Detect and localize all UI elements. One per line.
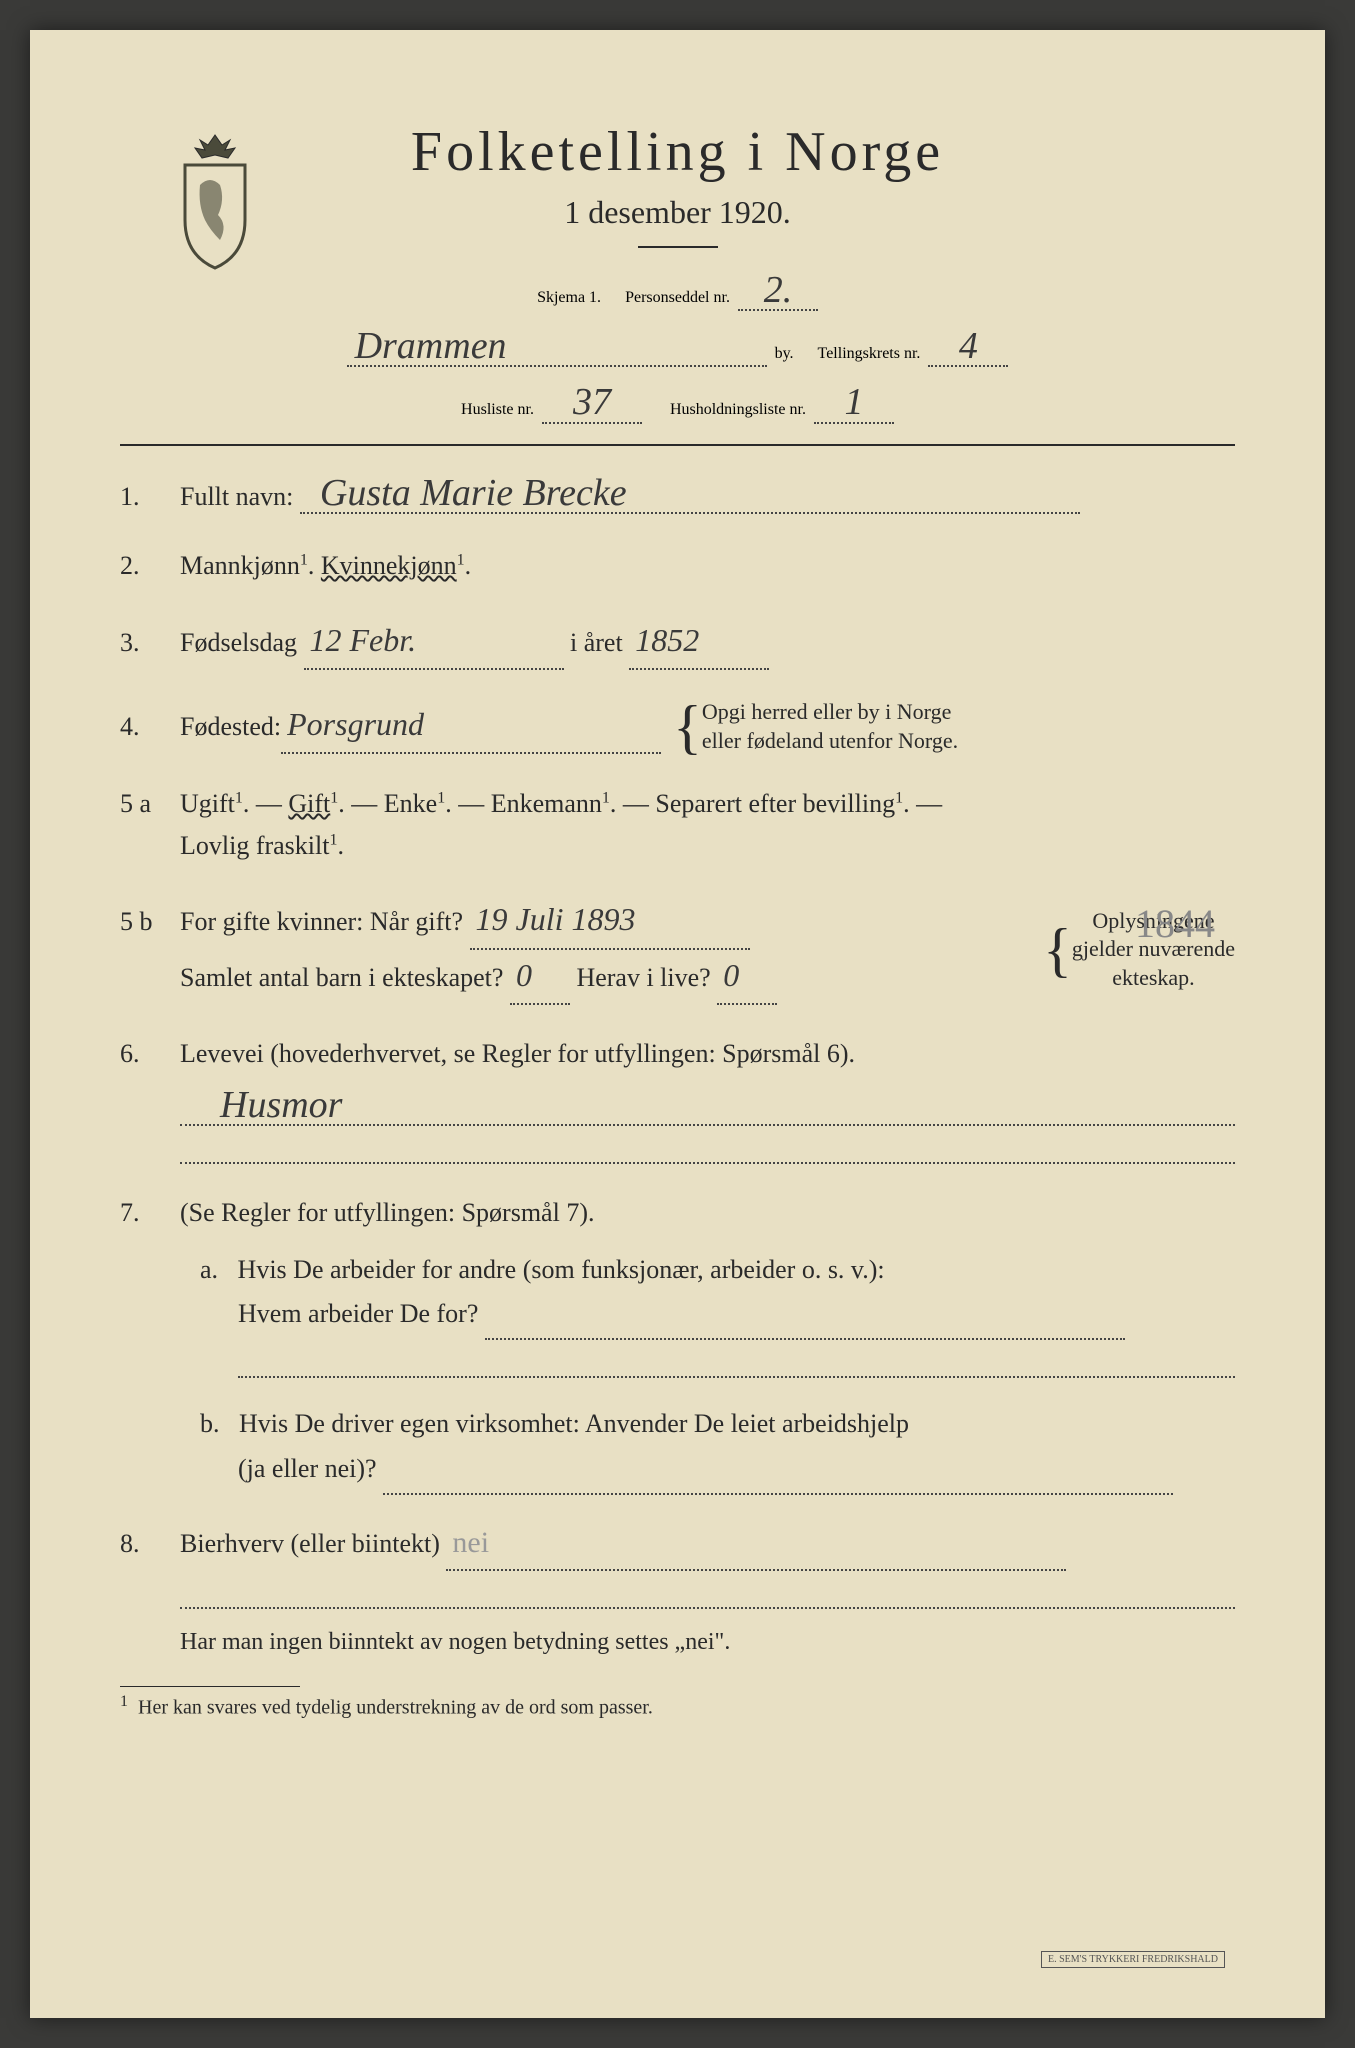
husholdning-label: Husholdningsliste nr.: [670, 401, 806, 419]
q7-label: (Se Regler for utfyllingen: Spørsmål 7).: [180, 1192, 1235, 1234]
q5b-val3: 0: [717, 950, 777, 1005]
by-label: by.: [775, 345, 794, 363]
question-8: 8. Bierhverv (eller biintekt) nei: [120, 1519, 1235, 1609]
q5b-val1: 19 Juli 1893: [470, 894, 750, 949]
q3-label: Fødselsdag: [180, 628, 297, 657]
question-6: 6. Levevei (hovederhvervet, se Regler fo…: [120, 1033, 1235, 1165]
q1-value: Gusta Marie Brecke: [300, 476, 1080, 514]
q7b-blank: [383, 1447, 1173, 1495]
header-rule: [120, 444, 1235, 446]
q5a-separert: Separert efter bevilling: [655, 789, 895, 818]
q7a-text1: Hvis De arbeider for andre (som funksjon…: [238, 1255, 885, 1284]
question-5a: 5 a Ugift1. — Gift1. — Enke1. — Enkemann…: [120, 783, 1235, 866]
q8-value-line: nei: [446, 1519, 1066, 1571]
census-form-page: Folketelling i Norge 1 desember 1920. Sk…: [30, 30, 1325, 2018]
husliste-label: Husliste nr.: [461, 401, 534, 419]
q7a-blank2: [238, 1348, 1235, 1378]
q8-label: Bierhverv (eller biintekt): [180, 1529, 440, 1558]
skjema-label: Skjema 1.: [537, 289, 601, 307]
q5a-num: 5 a: [120, 783, 180, 825]
q7a-label: a.: [200, 1255, 218, 1284]
footnote: 1 Her kan svares ved tydelig understrekn…: [120, 1686, 1235, 1720]
q7b-label: b.: [200, 1409, 220, 1438]
question-5b: 5 b For gifte kvinner: Når gift? 19 Juli…: [120, 894, 1235, 1004]
q7-num: 7.: [120, 1192, 180, 1234]
footnote-text: Her kan svares ved tydelig understreknin…: [138, 1696, 653, 1718]
question-7b: b. Hvis De driver egen virksomhet: Anven…: [200, 1402, 1235, 1494]
q2-kvinne: Kvinnekjønn: [321, 551, 457, 580]
q4-note: Opgi herred eller by i Norge eller fødel…: [702, 698, 958, 755]
meta-line-1: Skjema 1. Personseddel nr. 2.: [120, 273, 1235, 311]
meta-line-2: Drammen by. Tellingskrets nr. 4: [120, 329, 1235, 367]
husholdning-value: 1: [814, 385, 894, 423]
q4-value: Porsgrund: [281, 699, 661, 754]
tellingskrets-label: Tellingskrets nr.: [818, 345, 921, 363]
coat-of-arms-icon: [160, 130, 270, 270]
form-date: 1 desember 1920.: [120, 194, 1235, 231]
printer-mark: E. SEM'S TRYKKERI FREDRIKSHALD: [1041, 1951, 1225, 1968]
by-value: Drammen: [347, 329, 767, 367]
q7a-text2: Hvem arbeider De for?: [238, 1299, 478, 1328]
q3-num: 3.: [120, 622, 180, 664]
question-7: 7. (Se Regler for utfyllingen: Spørsmål …: [120, 1192, 1235, 1234]
q5b-num: 5 b: [120, 901, 180, 943]
q5a-fraskilt: Lovlig fraskilt: [180, 831, 329, 860]
q5a-enkemann: Enkemann: [491, 789, 602, 818]
q7b-text2: (ja eller nei)?: [238, 1454, 377, 1483]
margin-annotation: 1844: [1135, 900, 1215, 947]
q5a-gift: Gift: [288, 789, 330, 818]
brace-icon: {: [1043, 935, 1072, 965]
q8-blank: [180, 1579, 1235, 1609]
q6-num: 6.: [120, 1033, 180, 1075]
tellingskrets-value: 4: [928, 329, 1008, 367]
personseddel-label: Personseddel nr.: [625, 289, 730, 307]
q3-year-label: i året: [570, 628, 623, 657]
footnote-marker: 1: [120, 1693, 128, 1710]
q7a-blank: [485, 1292, 1125, 1340]
question-3: 3. Fødselsdag 12 Febr. i året 1852: [120, 615, 1235, 670]
meta-line-3: Husliste nr. 37 Husholdningsliste nr. 1: [120, 385, 1235, 423]
husliste-value: 37: [542, 385, 642, 423]
q8-value: nei: [452, 1526, 489, 1559]
q2-num: 2.: [120, 545, 180, 587]
q3-year: 1852: [629, 615, 769, 670]
question-1: 1. Fullt navn: Gusta Marie Brecke: [120, 476, 1235, 518]
q5b-label3: Herav i live?: [576, 963, 710, 992]
q8-num: 8.: [120, 1523, 180, 1565]
q6-label: Levevei (hovederhvervet, se Regler for u…: [180, 1039, 855, 1068]
q4-label: Fødested:: [180, 706, 281, 748]
question-7a: a. Hvis De arbeider for andre (som funks…: [200, 1248, 1235, 1378]
footnote-rule: [120, 1686, 300, 1687]
q3-day: 12 Febr.: [304, 615, 564, 670]
q5b-label2: Samlet antal barn i ekteskapet?: [180, 963, 503, 992]
q5a-ugift: Ugift: [180, 789, 235, 818]
q8-hint: Har man ingen biinntekt av nogen betydni…: [180, 1629, 1235, 1656]
brace-icon: {: [673, 712, 702, 742]
q5b-label1: For gifte kvinner: Når gift?: [180, 907, 463, 936]
form-header: Folketelling i Norge 1 desember 1920. Sk…: [120, 120, 1235, 424]
q5a-enke: Enke: [384, 789, 437, 818]
q6-value: Husmor: [180, 1088, 1235, 1126]
q1-num: 1.: [120, 476, 180, 518]
q5b-val2: 0: [510, 950, 570, 1005]
question-4: 4. Fødested: Porsgrund { Opgi herred ell…: [120, 698, 1235, 755]
q4-num: 4.: [120, 706, 180, 748]
form-title: Folketelling i Norge: [120, 120, 1235, 184]
q1-label: Fullt navn:: [180, 482, 293, 511]
title-divider: [638, 246, 718, 248]
question-2: 2. Mannkjønn1. Kvinnekjønn1.: [120, 545, 1235, 587]
q7b-text1: Hvis De driver egen virksomhet: Anvender…: [239, 1409, 909, 1438]
q6-blank-line: [180, 1134, 1235, 1164]
personseddel-value: 2.: [738, 273, 818, 311]
q2-mann: Mannkjønn: [180, 551, 300, 580]
